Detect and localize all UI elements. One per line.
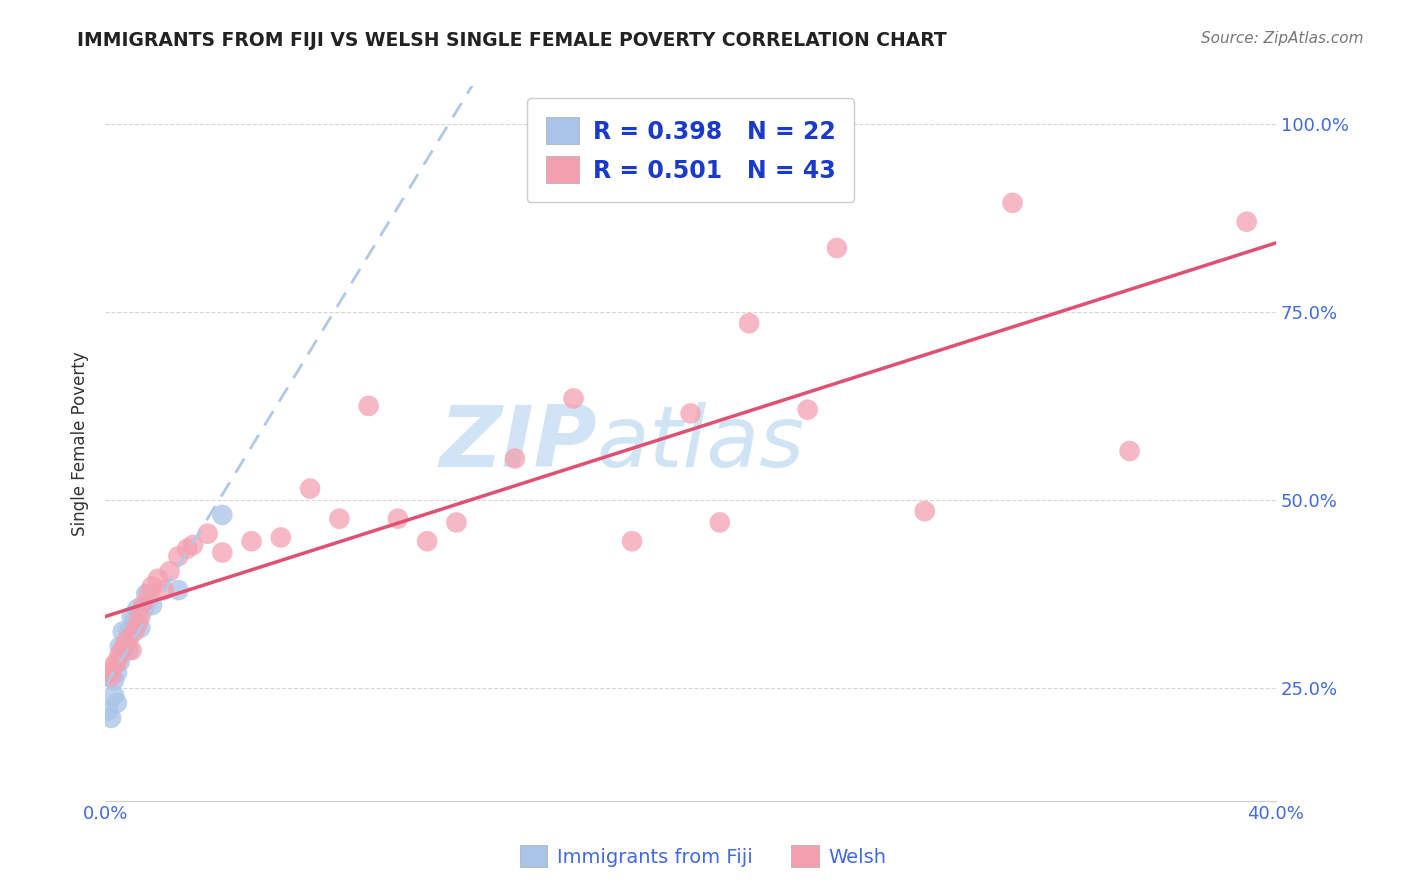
Point: [127, 616, 149, 631]
Point: [167, 583, 190, 598]
Point: [103, 673, 125, 688]
Point: [111, 624, 134, 639]
Point: [141, 598, 163, 612]
Point: [129, 609, 152, 624]
Point: [167, 549, 190, 564]
Point: [416, 534, 439, 549]
Point: [97, 665, 120, 680]
Point: [103, 689, 125, 703]
Point: [621, 534, 644, 549]
Point: [240, 534, 263, 549]
Point: [914, 504, 936, 518]
Point: [1236, 215, 1258, 229]
Point: [299, 482, 322, 496]
Point: [117, 624, 139, 639]
Point: [1118, 444, 1140, 458]
Point: [132, 598, 155, 612]
Point: [503, 451, 526, 466]
Text: ZIP: ZIP: [439, 402, 598, 485]
Point: [121, 609, 143, 624]
Legend: Immigrants from Fiji, Welsh: Immigrants from Fiji, Welsh: [512, 837, 894, 875]
Point: [111, 643, 134, 657]
Point: [117, 632, 139, 646]
Y-axis label: Single Female Poverty: Single Female Poverty: [72, 351, 89, 536]
Point: [211, 545, 233, 559]
Point: [152, 583, 174, 598]
Point: [328, 511, 350, 525]
Point: [796, 402, 818, 417]
Point: [105, 655, 128, 669]
Point: [114, 636, 136, 650]
Text: IMMIGRANTS FROM FIJI VS WELSH SINGLE FEMALE POVERTY CORRELATION CHART: IMMIGRANTS FROM FIJI VS WELSH SINGLE FEM…: [77, 31, 948, 50]
Point: [103, 658, 125, 673]
Point: [124, 613, 146, 627]
Point: [108, 640, 131, 654]
Point: [100, 711, 122, 725]
Point: [105, 696, 128, 710]
Text: atlas: atlas: [598, 402, 804, 485]
Point: [97, 703, 120, 717]
Point: [108, 647, 131, 661]
Point: [114, 636, 136, 650]
Point: [100, 669, 122, 683]
Point: [176, 541, 198, 556]
Point: [117, 643, 139, 657]
Point: [111, 643, 134, 657]
Point: [679, 406, 702, 420]
Point: [105, 665, 128, 680]
Point: [825, 241, 848, 255]
Point: [121, 643, 143, 657]
Point: [132, 602, 155, 616]
Point: [108, 655, 131, 669]
Point: [357, 399, 380, 413]
Point: [709, 516, 731, 530]
Point: [1001, 195, 1024, 210]
Point: [138, 587, 160, 601]
Point: [146, 572, 169, 586]
Point: [124, 624, 146, 639]
Legend: R = 0.398   N = 22, R = 0.501   N = 43: R = 0.398 N = 22, R = 0.501 N = 43: [527, 98, 855, 202]
Point: [135, 587, 157, 601]
Point: [181, 538, 204, 552]
Point: [141, 579, 163, 593]
Point: [387, 511, 409, 525]
Point: [446, 516, 468, 530]
Point: [270, 531, 292, 545]
Point: [738, 316, 761, 330]
Point: [562, 392, 585, 406]
Point: [127, 602, 149, 616]
Point: [197, 526, 219, 541]
Text: Source: ZipAtlas.com: Source: ZipAtlas.com: [1201, 31, 1364, 46]
Point: [159, 564, 181, 578]
Point: [129, 621, 152, 635]
Point: [211, 508, 233, 522]
